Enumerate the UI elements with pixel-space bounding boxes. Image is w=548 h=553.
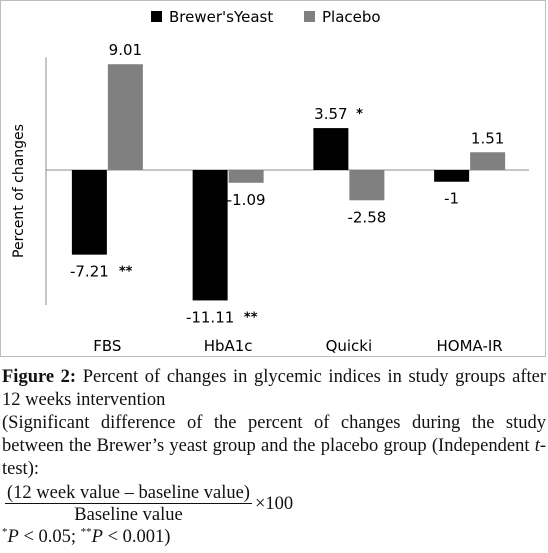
legend-label-2: Placebo	[322, 8, 381, 26]
formula-numerator: (12 week value – baseline value)	[5, 483, 252, 504]
chart-frame: Percent of changes Brewer'sYeast Placebo -7…	[0, 0, 546, 357]
x-tick-label-quicki: Quicki	[326, 337, 373, 355]
x-tick-label-homa-ir: HOMA-IR	[437, 337, 503, 355]
caption-title: Figure 2: Percent of changes in glycemic…	[2, 366, 546, 412]
formula: (12 week value – baseline value) Baselin…	[2, 483, 546, 526]
data-label-placebo-quicki: -2.58	[347, 208, 386, 226]
bar-placebo-fbs	[107, 64, 143, 170]
sig2-text: < 0.001)	[102, 527, 171, 547]
significance-mark-fbs: **	[119, 265, 133, 280]
significance-legend: *P < 0.05; **P < 0.001)	[2, 526, 546, 549]
caption-note-text: (Significant difference of the percent o…	[2, 413, 546, 456]
bar-placebo-hba1c	[228, 170, 264, 183]
x-tick-label-fbs: FBS	[93, 337, 121, 355]
figure-label: Figure 2:	[2, 367, 77, 387]
data-label-brewers-yeast-homa-ir: -1	[444, 190, 459, 208]
bar-brewers-yeast-hba1c	[192, 170, 228, 301]
legend-label-1: Brewer'sYeast	[169, 8, 273, 26]
significance-mark-quicki: *	[356, 107, 363, 122]
bar-brewers-yeast-quicki	[313, 128, 349, 170]
bar-brewers-yeast-fbs	[71, 170, 107, 255]
data-label-placebo-homa-ir: 1.51	[471, 129, 504, 147]
bar-brewers-yeast-homa-ir	[434, 170, 470, 182]
sig2-var: P	[91, 527, 103, 547]
sig1-var: P	[7, 527, 19, 547]
sig1-mark: *	[2, 525, 8, 538]
formula-denominator: Baseline value	[74, 505, 183, 525]
data-label-placebo-fbs: 9.01	[109, 41, 142, 59]
x-tick-label-hba1c: HbA1c	[204, 337, 253, 355]
caption-test-italic: t	[534, 436, 540, 456]
legend-swatch-1	[151, 11, 162, 22]
bar-placebo-quicki	[349, 170, 385, 201]
data-label-brewers-yeast-quicki: 3.57	[314, 105, 347, 123]
figure-caption: Figure 2: Percent of changes in glycemic…	[2, 366, 546, 549]
data-label-brewers-yeast-hba1c: -11.11	[186, 308, 234, 326]
data-label-placebo-hba1c: -1.09	[227, 191, 266, 209]
formula-multiplier: ×100	[254, 494, 294, 514]
sig2-mark: **	[80, 525, 92, 538]
caption-note: (Significant difference of the percent o…	[2, 412, 546, 481]
data-label-brewers-yeast-fbs: -7.21	[70, 263, 109, 281]
bar-chart: Percent of changes Brewer'sYeast Placebo -7…	[11, 8, 529, 355]
caption-test-suffix: -test):	[2, 436, 546, 479]
y-axis-label: Percent of changes	[11, 124, 27, 258]
bar-placebo-homa-ir	[470, 152, 506, 170]
sig1-text: < 0.05;	[18, 527, 81, 547]
caption-title-text: Percent of changes in glycemic indices i…	[2, 367, 547, 410]
significance-mark-hba1c: **	[244, 310, 258, 325]
legend-swatch-2	[304, 11, 315, 22]
formula-fraction: (12 week value – baseline value) Baselin…	[5, 483, 252, 526]
